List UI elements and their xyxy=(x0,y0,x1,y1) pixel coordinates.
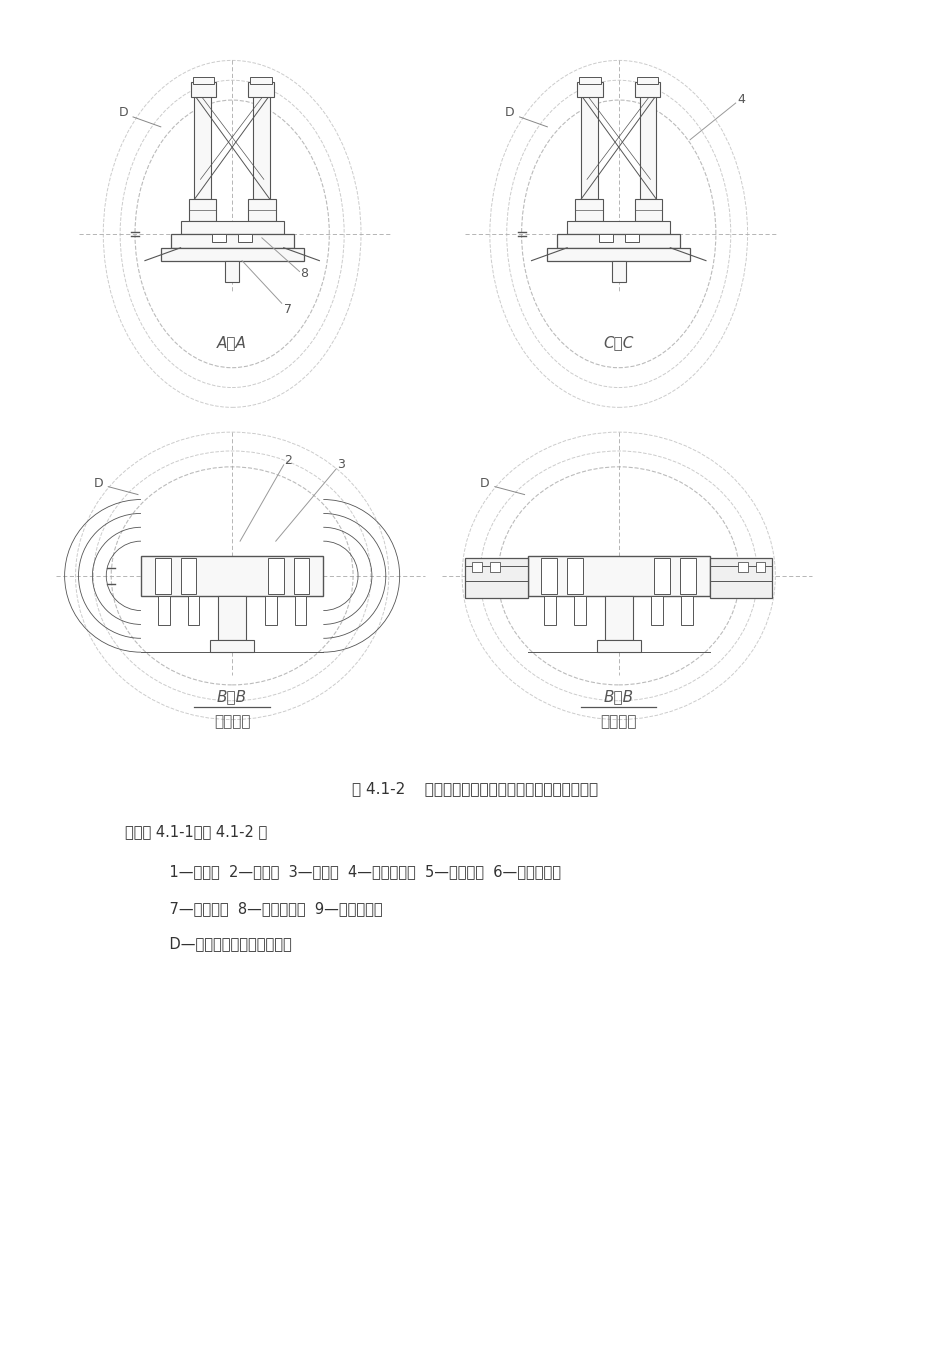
Bar xyxy=(294,558,310,593)
Bar xyxy=(597,640,640,652)
Bar xyxy=(180,221,284,234)
Bar xyxy=(755,562,766,572)
Bar xyxy=(598,234,613,242)
Text: 图 4.1-2    针梁式全圆钢模衬砌台车脱模、衬砌状态图: 图 4.1-2 针梁式全圆钢模衬砌台车脱模、衬砌状态图 xyxy=(352,781,598,796)
Bar xyxy=(195,95,211,199)
Bar xyxy=(187,596,200,625)
Bar xyxy=(527,555,710,596)
Bar xyxy=(680,558,696,593)
Bar xyxy=(681,596,694,625)
Bar xyxy=(567,221,671,234)
Bar xyxy=(265,596,276,625)
Bar xyxy=(605,596,633,640)
Bar xyxy=(635,82,660,97)
Text: B－B: B－B xyxy=(218,689,247,705)
Bar xyxy=(580,77,601,85)
Bar xyxy=(639,95,656,199)
Text: 1—针梁；  2—模板；  3—门架；  4—脱模油缸；  5—卷扬机；  6—举升油缸；: 1—针梁； 2—模板； 3—门架； 4—脱模油缸； 5—卷扬机； 6—举升油缸； xyxy=(151,863,560,878)
Bar xyxy=(490,562,500,572)
Text: D: D xyxy=(480,477,489,490)
Text: D—隧洞断面直径（钢模板）: D—隧洞断面直径（钢模板） xyxy=(151,936,292,951)
Bar xyxy=(567,558,583,593)
Bar xyxy=(574,596,586,625)
Bar xyxy=(248,82,274,97)
Bar xyxy=(253,95,270,199)
Text: B－B: B－B xyxy=(603,689,634,705)
Bar xyxy=(212,234,226,242)
Bar xyxy=(655,558,671,593)
Bar xyxy=(193,77,215,85)
Bar xyxy=(171,234,294,247)
Bar xyxy=(268,558,284,593)
Bar xyxy=(250,77,272,85)
Bar xyxy=(652,596,663,625)
Bar xyxy=(180,558,197,593)
Bar xyxy=(558,234,680,247)
Text: D: D xyxy=(119,106,128,120)
Bar xyxy=(161,247,303,261)
Bar xyxy=(635,199,662,221)
Bar xyxy=(542,558,558,593)
Text: 7—平移架；  8—平移油缸；  9—抗浮机构；: 7—平移架； 8—平移油缸； 9—抗浮机构； xyxy=(151,901,383,916)
Bar xyxy=(294,596,307,625)
Bar xyxy=(710,558,772,597)
Bar xyxy=(155,558,171,593)
Bar xyxy=(577,82,603,97)
Bar xyxy=(636,77,658,85)
Text: C－C: C－C xyxy=(603,335,634,351)
Bar xyxy=(218,596,246,640)
Text: A－A: A－A xyxy=(218,335,247,351)
Bar xyxy=(625,234,638,242)
Text: D: D xyxy=(93,477,104,490)
Bar xyxy=(547,247,690,261)
Bar xyxy=(612,261,626,282)
Text: D: D xyxy=(504,106,515,120)
Bar xyxy=(158,596,170,625)
Bar xyxy=(210,640,254,652)
Bar xyxy=(472,562,482,572)
Bar xyxy=(191,82,217,97)
Text: 8: 8 xyxy=(300,268,309,280)
Text: 7: 7 xyxy=(284,303,292,316)
Bar xyxy=(248,199,276,221)
Bar xyxy=(141,555,323,596)
Bar xyxy=(581,95,598,199)
Bar xyxy=(238,234,252,242)
Text: 注：图 4.1-1、图 4.1-2 中: 注：图 4.1-1、图 4.1-2 中 xyxy=(125,824,267,839)
Bar xyxy=(466,558,527,597)
Bar xyxy=(575,199,603,221)
Text: 2: 2 xyxy=(284,455,292,467)
Bar xyxy=(225,261,239,282)
Bar xyxy=(188,199,217,221)
Bar xyxy=(738,562,748,572)
Text: 3: 3 xyxy=(337,459,345,471)
Text: 脱模状态: 脱模状态 xyxy=(214,714,251,729)
Text: 衬砌状态: 衬砌状态 xyxy=(600,714,637,729)
Text: 4: 4 xyxy=(738,93,746,105)
Bar xyxy=(544,596,557,625)
